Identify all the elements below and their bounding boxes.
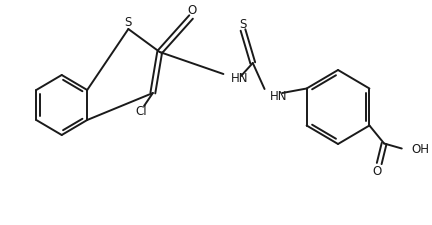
- Text: O: O: [373, 164, 382, 177]
- Text: HN: HN: [231, 71, 249, 84]
- Text: S: S: [239, 17, 247, 30]
- Text: S: S: [125, 16, 132, 29]
- Text: OH: OH: [412, 142, 429, 155]
- Text: Cl: Cl: [135, 105, 147, 118]
- Text: O: O: [187, 4, 197, 17]
- Text: HN: HN: [270, 89, 287, 102]
